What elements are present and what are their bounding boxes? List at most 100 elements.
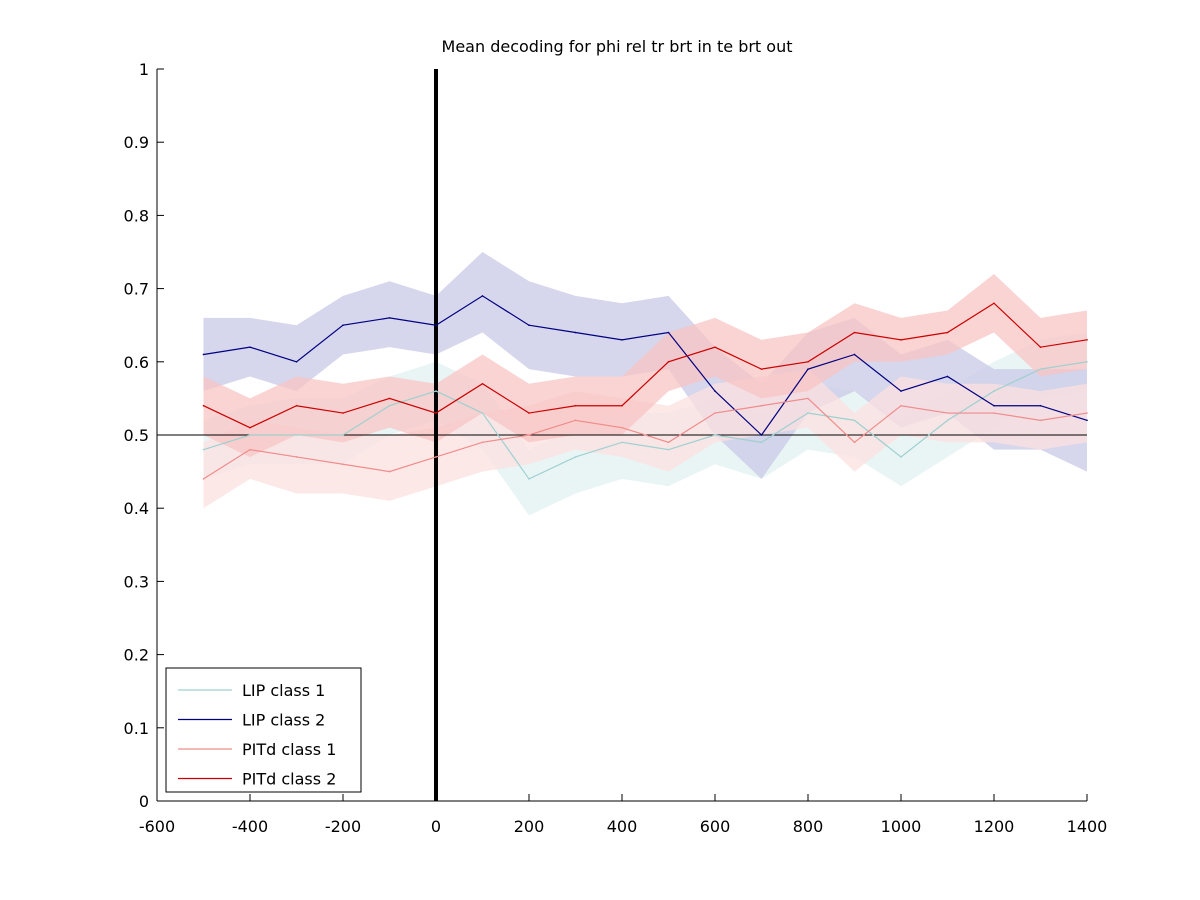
data-point xyxy=(1086,361,1088,363)
data-point xyxy=(993,404,995,407)
y-tick-label: 0.8 xyxy=(124,206,149,225)
data-point xyxy=(621,339,623,341)
data-point xyxy=(528,412,530,414)
data-point xyxy=(807,412,809,414)
data-point xyxy=(853,353,856,356)
data-point xyxy=(202,448,205,451)
y-tick-label: 0.2 xyxy=(124,646,149,665)
y-tick-label: 0 xyxy=(139,792,149,811)
data-point xyxy=(714,412,716,414)
data-point xyxy=(249,434,251,436)
band-series-3 xyxy=(203,369,1087,509)
x-tick-label: 600 xyxy=(700,817,731,836)
data-point xyxy=(1039,404,1042,407)
data-point xyxy=(1039,368,1042,370)
data-point xyxy=(714,346,716,348)
data-point xyxy=(667,448,670,451)
data-point xyxy=(807,361,809,363)
data-point xyxy=(435,324,437,327)
y-tick-label: 0.7 xyxy=(124,280,149,299)
data-point xyxy=(528,324,530,327)
data-point xyxy=(574,456,577,458)
data-point xyxy=(342,434,344,436)
data-point xyxy=(946,375,949,378)
data-point xyxy=(295,434,298,436)
data-point xyxy=(621,441,623,444)
y-tick-label: 0.4 xyxy=(124,499,149,518)
data-point xyxy=(295,456,298,458)
series-line-2 xyxy=(203,295,1088,436)
x-tick-label: 1200 xyxy=(974,817,1015,836)
data-point xyxy=(435,412,437,414)
data-point xyxy=(574,331,577,334)
chart-title: Mean decoding for phi rel tr brt in te b… xyxy=(442,37,793,56)
data-point xyxy=(1086,339,1088,341)
data-point xyxy=(295,361,298,363)
data-point xyxy=(853,419,856,422)
data-point xyxy=(388,470,391,473)
y-tick-label: 1 xyxy=(139,60,149,79)
data-point xyxy=(946,331,949,334)
x-tick-label: 800 xyxy=(793,817,824,836)
data-point xyxy=(249,426,251,429)
data-point xyxy=(760,441,763,444)
data-point xyxy=(342,463,344,466)
data-point xyxy=(900,390,902,392)
data-point xyxy=(1039,346,1042,348)
data-point xyxy=(295,404,298,407)
data-point xyxy=(714,434,716,436)
y-tick-label: 0.9 xyxy=(124,133,149,152)
data-point xyxy=(667,361,670,363)
data-point xyxy=(202,478,205,480)
confidence-bands xyxy=(203,252,1087,516)
data-point xyxy=(342,412,344,414)
y-tick-label: 0.5 xyxy=(124,426,149,445)
data-point xyxy=(993,390,995,392)
axes: -600 -400 -200 0 200 400 600 800 1000 1200 1400 0 0.… xyxy=(124,60,1108,836)
data-point xyxy=(714,390,716,392)
data-point xyxy=(342,324,344,327)
data-point xyxy=(435,390,437,392)
data-point xyxy=(528,434,530,436)
data-point xyxy=(388,404,391,407)
x-tick-label: 0 xyxy=(431,817,441,836)
data-point xyxy=(900,456,902,458)
series-line-3 xyxy=(203,397,1088,480)
series-line-1 xyxy=(203,361,1088,480)
legend-box xyxy=(165,667,362,793)
series-line-4 xyxy=(203,302,1088,429)
data-point xyxy=(760,404,763,407)
data-point xyxy=(993,412,995,414)
y-tick-label: 0.6 xyxy=(124,353,149,372)
x-tick-label: 200 xyxy=(514,817,545,836)
legend-label: PITd class 2 xyxy=(242,770,336,789)
data-point xyxy=(900,339,902,341)
data-point xyxy=(1086,412,1088,414)
data-point xyxy=(202,353,205,356)
data-point xyxy=(481,441,484,444)
x-tick-label: -400 xyxy=(232,817,268,836)
data-point xyxy=(760,434,763,436)
x-tick-label: 1400 xyxy=(1067,817,1108,836)
data-point xyxy=(388,317,391,319)
data-point xyxy=(900,404,902,407)
data-point xyxy=(667,441,670,444)
data-point xyxy=(481,295,484,297)
data-point xyxy=(853,331,856,334)
data-point xyxy=(853,441,856,444)
data-point xyxy=(574,404,577,407)
data-point xyxy=(481,412,484,414)
legend: LIP class 1 LIP class 2 PITd class 1 PITd c… xyxy=(165,667,362,793)
data-point xyxy=(202,404,205,407)
data-point xyxy=(528,478,530,480)
data-point xyxy=(807,368,809,370)
data-point xyxy=(621,426,623,429)
data-point xyxy=(388,397,391,400)
x-tick-label: 400 xyxy=(607,817,638,836)
y-tick-label: 0.3 xyxy=(124,572,149,591)
data-point xyxy=(946,419,949,422)
band-series-4 xyxy=(203,273,1087,457)
x-tick-label: -200 xyxy=(325,817,361,836)
data-point xyxy=(435,456,437,458)
